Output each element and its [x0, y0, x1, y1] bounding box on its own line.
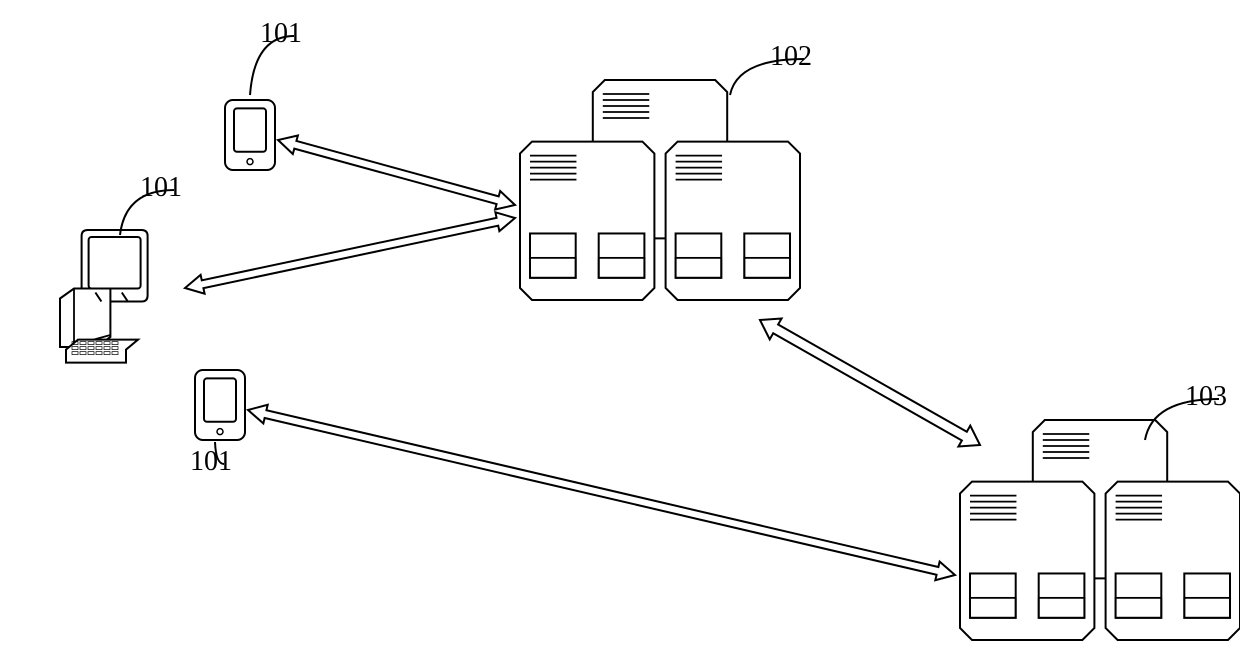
svg-text:103: 103 [1185, 381, 1227, 412]
network-diagram: 101 101 101 102 103 [0, 0, 1240, 657]
reference-label: 101 [250, 18, 302, 95]
reference-label: 102 [730, 41, 812, 95]
svg-text:101: 101 [140, 172, 182, 203]
svg-text:102: 102 [770, 41, 812, 72]
svg-text:101: 101 [190, 446, 232, 477]
reference-label: 101 [120, 172, 182, 235]
connection-arrow [248, 405, 955, 581]
connection-arrow [185, 212, 515, 293]
phone-icon [195, 370, 245, 440]
connection-arrow [760, 318, 980, 446]
phone-icon [225, 100, 275, 170]
server-cluster-icon [960, 420, 1240, 640]
svg-text:101: 101 [260, 18, 302, 49]
desktop-icon [60, 230, 148, 363]
server-cluster-icon [520, 80, 800, 300]
connection-arrow [278, 136, 515, 210]
reference-label: 101 [190, 442, 232, 477]
